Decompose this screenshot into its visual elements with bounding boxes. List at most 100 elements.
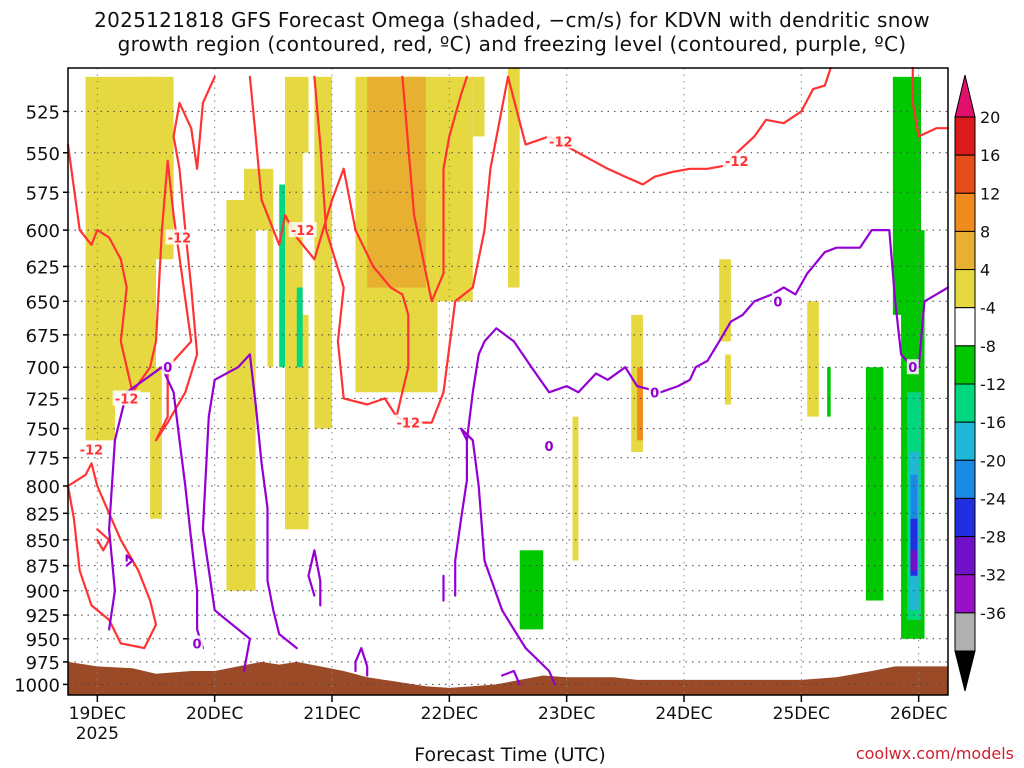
x-tick-label-22dec: 22DEC: [421, 704, 478, 724]
contour-label-bg-0-5: [394, 414, 423, 430]
omega-region-45: [910, 474, 918, 519]
x-tick-label-25dec: 25DEC: [773, 704, 830, 724]
y-tick-label-775: 775: [26, 449, 60, 470]
omega-region-25: [519, 550, 544, 630]
y-tick-label-750: 750: [26, 420, 60, 441]
omega-region-13: [314, 76, 332, 429]
colorbar-label-5: -4: [980, 299, 996, 318]
x-axis: 19DEC 20DEC 21DEC 22DEC 23DEC 24DEC 25DEC 26DEC…: [69, 695, 947, 744]
contour-freezing-6: [454, 427, 556, 686]
x-tick-label-19dec: 19DEC: [69, 704, 126, 724]
contour-label-0-4: -12: [115, 392, 139, 407]
contour-label-bg-1-3: [648, 384, 661, 400]
colorbar-swatch-13: [954, 612, 976, 652]
y-tick-label-850: 850: [26, 531, 60, 552]
omega-region-34: [789, 76, 802, 245]
chart-title-line-2: growth region (contoured, red, ºC) and f…: [117, 32, 907, 56]
contour-label-bg-0-6: [77, 441, 106, 457]
terrain-fill: [68, 661, 948, 695]
omega-region-17: [384, 76, 420, 169]
colorbar-label-2: 12: [980, 184, 1000, 203]
contour-label-bg-0-3: [288, 222, 317, 238]
omega-region-30: [637, 199, 643, 302]
contour-dgz-5: [911, 66, 950, 138]
colorbar-label-10: -24: [980, 489, 1006, 508]
y-tick-label-525: 525: [26, 102, 60, 123]
credit-text: coolwx.com/models: [855, 744, 1014, 763]
colorbar-label-3: 8: [980, 222, 990, 241]
omega-region-22: [508, 68, 520, 288]
y-tick-label-825: 825: [26, 504, 60, 525]
omega-region-9: [279, 184, 286, 368]
omega-region-24: [543, 367, 561, 620]
contour-layer: [66, 66, 950, 686]
colorbar-swatch-11: [954, 536, 976, 576]
y-tick-label-875: 875: [26, 557, 60, 578]
contour-label-bg-0-2: [165, 229, 194, 245]
contour-freezing-0: [108, 366, 204, 650]
x-tick-label-21dec: 21DEC: [303, 704, 360, 724]
chart-title-line-1: 2025121818 GFS Forecast Omega (shaded, −…: [94, 8, 930, 32]
contour-label-0-5: -12: [397, 417, 421, 432]
colorbar-label-8: -16: [980, 413, 1006, 432]
plot-frame: [67, 67, 949, 696]
colorbar-label-12: -32: [980, 566, 1006, 585]
colorbar-swatch-10: [954, 497, 976, 538]
omega-shading-layer: [85, 68, 925, 649]
y-tick-label-950: 950: [26, 630, 60, 651]
y-tick-label-800: 800: [26, 477, 60, 498]
omega-region-6: [220, 76, 244, 200]
contour-dgz-2: [401, 75, 468, 303]
omega-region-37: [827, 367, 831, 417]
contour-label-1-1: 0: [193, 637, 202, 652]
contour-label-1-2: 0: [545, 440, 554, 455]
x-axis-title: Forecast Time (UTC): [414, 744, 606, 766]
omega-region-23: [519, 168, 544, 639]
grid-layer: [68, 68, 948, 695]
contour-dgz-0: [66, 75, 216, 442]
y-tick-label-1000: 1000: [14, 675, 60, 696]
colorbar-swatch-7: [954, 383, 976, 423]
omega-region-31: [719, 259, 731, 342]
omega-region-36: [818, 215, 831, 625]
omega-region-7: [255, 230, 268, 620]
x-tick-label-23dec: 23DEC: [538, 704, 595, 724]
omega-region-33: [742, 136, 755, 260]
omega-region-47: [910, 550, 918, 571]
colorbar-swatch-8: [954, 421, 976, 461]
colorbar-swatch-2: [954, 192, 976, 232]
omega-region-46: [910, 518, 918, 576]
omega-region-3: [150, 367, 162, 519]
contour-label-bg-1-0: [161, 359, 174, 375]
contour-label-1-4: 0: [773, 295, 782, 310]
colorbar: 20 16 12 8 4 -4 -8 -12 -16 -20 -24 -28 -32 -36: [954, 74, 1006, 692]
colorbar-swatch-4: [954, 269, 976, 309]
colorbar-label-0: 20: [980, 108, 1000, 127]
omega-region-14: [332, 507, 344, 591]
contour-freezing-8: [501, 669, 521, 686]
contour-label-layer: -12 -12 -12 -12 -12 -12 -12 0 0 0 0 0 0: [77, 133, 919, 652]
y-axis: 525 550 575 600 625 650 675 700 725 750 775 800 825 8…: [14, 102, 68, 696]
contour-label-bg-1-4: [771, 293, 784, 309]
contour-label-1-3: 0: [650, 386, 659, 401]
omega-region-29: [637, 367, 643, 441]
colorbar-label-7: -12: [980, 375, 1006, 394]
contour-freezing-2: [201, 353, 298, 673]
y-tick-label-700: 700: [26, 358, 60, 379]
omega-region-32: [725, 354, 731, 405]
colorbar-swatch-5: [954, 307, 976, 347]
omega-region-39: [865, 367, 884, 601]
y-tick-label-725: 725: [26, 389, 60, 410]
colorbar-label-1: 16: [980, 146, 1000, 165]
colorbar-label-4: 4: [980, 261, 990, 280]
x-tick-label-24dec: 24DEC: [655, 704, 712, 724]
colorbar-label-13: -36: [980, 604, 1006, 623]
contour-label-bg-1-5: [906, 359, 919, 375]
contour-label-bg-0-4: [112, 390, 141, 406]
x-year-label: 2025: [76, 724, 119, 744]
x-tick-label-26dec: 26DEC: [890, 704, 947, 724]
contour-label-1-0: 0: [163, 361, 172, 376]
x-tick-label-20dec: 20DEC: [186, 704, 243, 724]
terrain-layer: [68, 661, 948, 695]
